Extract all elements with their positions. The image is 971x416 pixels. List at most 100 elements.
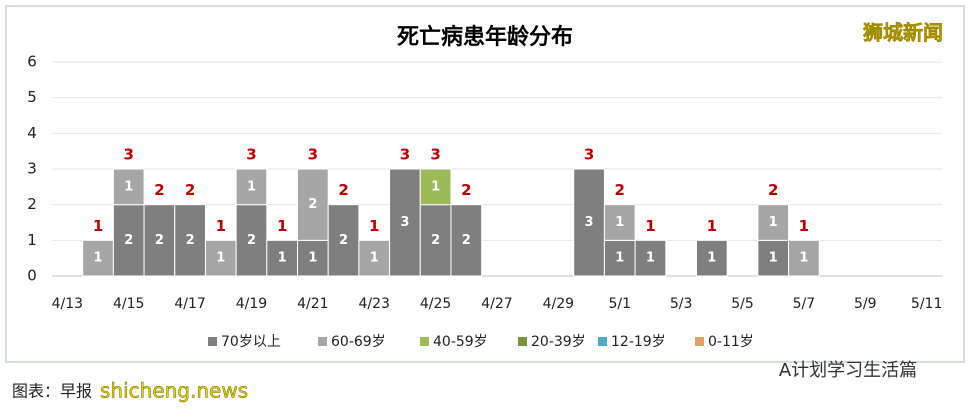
x-tick-label: 4/19 (236, 296, 267, 312)
x-tick-label: 5/5 (731, 296, 754, 312)
bar-segment (788, 239, 820, 277)
segment-label: 2 (247, 233, 256, 248)
x-tick-label: 4/29 (543, 296, 574, 312)
segment-label: 2 (186, 233, 195, 248)
y-tick-label: 3 (27, 160, 37, 178)
y-tick-label: 4 (27, 124, 37, 142)
total-label: 2 (185, 181, 195, 199)
total-label: 2 (615, 181, 625, 199)
source: 图表：早报 (12, 382, 92, 401)
bar-segment (235, 168, 268, 206)
bar-segment (297, 239, 329, 277)
segment-label: 1 (615, 251, 624, 266)
chart-title: 死亡病患年龄分布 (397, 24, 573, 50)
legend-label: 12-19岁 (611, 334, 666, 350)
segment-label: 1 (124, 179, 133, 194)
bar-segment (695, 239, 728, 277)
bar-segment (358, 239, 391, 277)
y-tick-label: 5 (27, 88, 37, 106)
bar-segment (143, 204, 176, 277)
segment-label: 1 (431, 179, 440, 194)
segment-label: 1 (308, 251, 317, 266)
x-tick-label: 5/3 (670, 296, 693, 312)
total-label: 1 (707, 217, 717, 235)
y-tick-label: 1 (27, 231, 37, 249)
x-tick-label: 4/13 (52, 296, 83, 312)
segment-label: 2 (124, 233, 133, 248)
segment-label: 1 (247, 179, 256, 194)
bar-segment (603, 239, 636, 277)
site: shicheng.news (100, 379, 248, 403)
bar-segment (757, 204, 790, 241)
x-tick-label: 5/1 (608, 296, 631, 312)
segment-label: 1 (799, 251, 808, 266)
legend-swatch (318, 337, 327, 346)
segment-label: 1 (94, 251, 103, 266)
legend-label: 70岁以上 (221, 334, 281, 350)
bar-segment (327, 204, 360, 277)
y-tick-label: 0 (27, 267, 37, 285)
segment-label: 1 (646, 251, 655, 266)
chart-frame (5, 5, 965, 363)
x-tick-label: 4/27 (481, 296, 512, 312)
x-tick-label: 4/25 (420, 296, 451, 312)
total-label: 2 (154, 181, 164, 199)
legend-label: 20-39岁 (531, 334, 586, 350)
total-label: 3 (584, 146, 594, 164)
total-label: 2 (461, 181, 471, 199)
legend-label: 0-11岁 (708, 334, 754, 350)
x-tick-label: 4/17 (174, 296, 205, 312)
segment-label: 1 (707, 251, 716, 266)
bar-segment (82, 239, 114, 277)
legend-swatch (695, 337, 704, 346)
y-tick-label: 2 (27, 195, 37, 213)
segment-label: 1 (278, 251, 287, 266)
bar-segment (603, 204, 636, 241)
segment-label: 3 (585, 215, 594, 230)
total-label: 3 (124, 146, 134, 164)
segment-label: 2 (462, 233, 471, 248)
total-label: 1 (277, 217, 287, 235)
x-tick-label: 5/11 (911, 296, 942, 312)
total-label: 2 (338, 181, 348, 199)
bar-segment (573, 168, 605, 277)
segment-label: 2 (155, 233, 164, 248)
bar-segment (112, 204, 145, 277)
legend-swatch (598, 337, 607, 346)
segment-label: 1 (216, 251, 225, 266)
segment-label: 2 (431, 233, 440, 248)
bar-segment (450, 204, 483, 277)
y-tick-label: 6 (27, 53, 37, 71)
segment-label: 1 (615, 215, 624, 230)
watermark: 狮城新闻 (863, 21, 943, 45)
total-label: 1 (93, 217, 103, 235)
bar-segment (634, 239, 667, 277)
x-tick-label: 5/9 (854, 296, 877, 312)
total-label: 1 (645, 217, 655, 235)
x-tick-label: 5/7 (793, 296, 816, 312)
segment-label: 2 (339, 233, 348, 248)
bar-segment (757, 239, 790, 277)
legend-swatch (208, 337, 217, 346)
segment-label: 2 (308, 197, 317, 212)
bar-segment (419, 204, 452, 277)
segment-label: 1 (769, 251, 778, 266)
x-tick-label: 4/21 (297, 296, 328, 312)
legend-label: 60-69岁 (331, 334, 386, 350)
total-label: 2 (768, 181, 778, 199)
segment-label: 1 (769, 215, 778, 230)
x-tick-label: 4/15 (113, 296, 144, 312)
total-label: 3 (308, 146, 318, 164)
legend-label: 40-59岁 (433, 334, 488, 350)
total-label: 1 (216, 217, 226, 235)
bar-segment (112, 168, 145, 206)
total-label: 3 (400, 146, 410, 164)
bar-segment (174, 204, 206, 277)
bar-segment (389, 168, 421, 277)
segment-label: 1 (370, 251, 379, 266)
legend-swatch (420, 337, 429, 346)
total-label: 1 (799, 217, 809, 235)
total-label: 3 (246, 146, 256, 164)
legend-swatch (518, 337, 527, 346)
